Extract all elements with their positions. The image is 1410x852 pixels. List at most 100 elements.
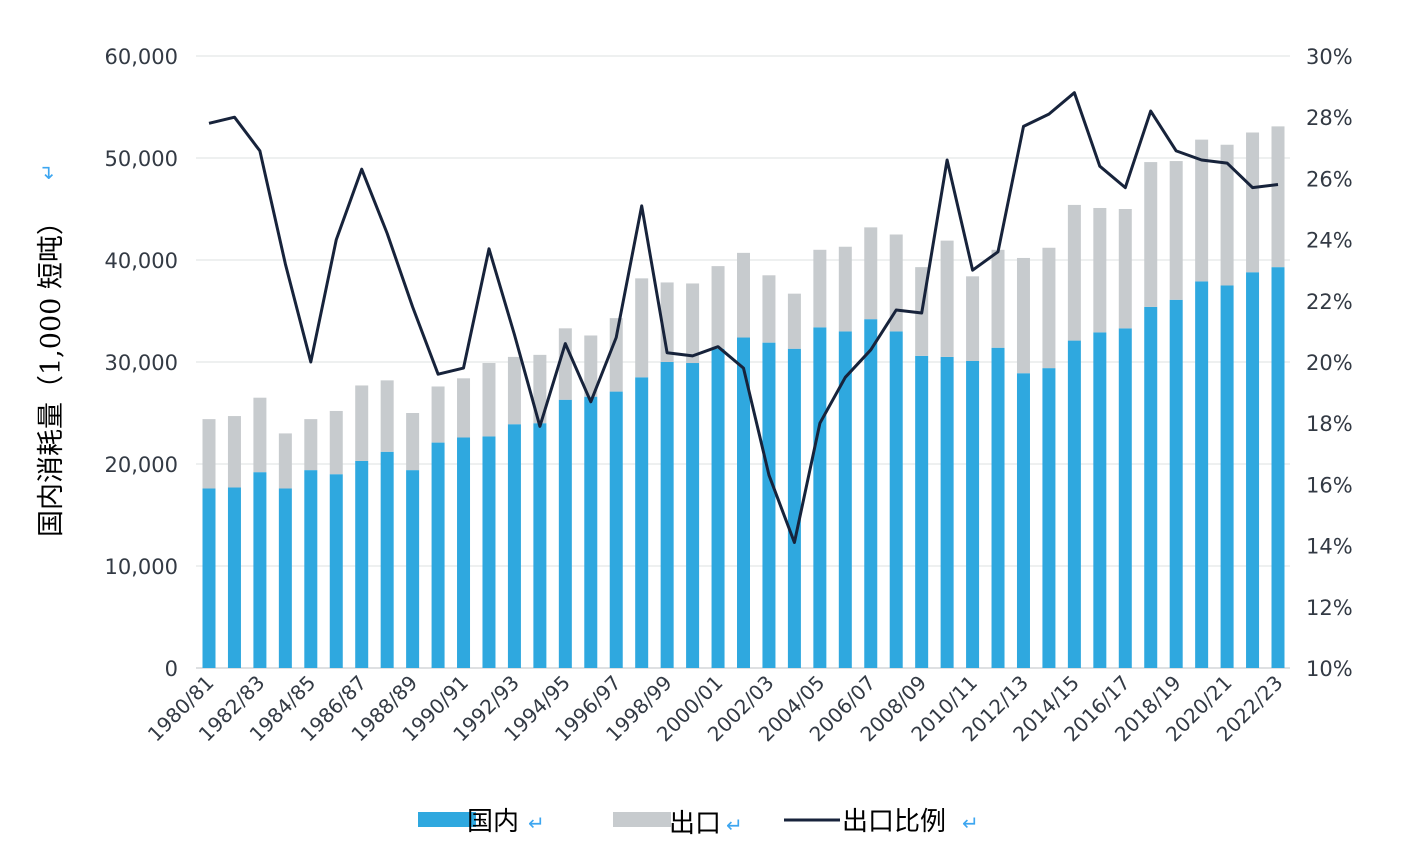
bar-export xyxy=(457,378,471,438)
bar-domestic xyxy=(431,442,445,668)
bar-domestic xyxy=(940,356,954,668)
bar-export xyxy=(838,246,852,332)
y2-tick-label: 18% xyxy=(1306,412,1353,436)
y2-tick-label: 26% xyxy=(1306,167,1353,191)
bar-domestic xyxy=(1042,368,1056,668)
bar-export xyxy=(737,252,750,338)
legend-label-export-ratio: 出口比例 xyxy=(842,807,946,837)
y-tick-label: 0 xyxy=(165,657,178,681)
bar-domestic xyxy=(380,451,394,668)
bar-domestic xyxy=(889,331,903,668)
bar-domestic xyxy=(991,347,1005,668)
bar-domestic xyxy=(813,327,827,668)
bar-export xyxy=(1067,204,1081,341)
bar-export xyxy=(380,380,394,452)
y-axis-label-return-mark: ↵ xyxy=(36,163,60,180)
y2-tick-label: 30% xyxy=(1306,45,1353,69)
x-axis-ticks: 1980/811982/831984/851986/871988/891990/… xyxy=(143,671,1288,747)
bar-export xyxy=(227,416,241,488)
bar-export xyxy=(304,419,318,471)
bar-export xyxy=(1042,247,1056,369)
bar-domestic xyxy=(329,474,343,668)
bar-export xyxy=(1220,144,1234,286)
bar-export xyxy=(1118,209,1132,329)
bar-domestic xyxy=(278,488,292,668)
bar-domestic xyxy=(737,337,750,668)
legend-swatch-domestic xyxy=(418,812,476,827)
bar-domestic xyxy=(966,360,980,668)
y2-tick-label: 16% xyxy=(1306,473,1353,497)
y2-tick-label: 20% xyxy=(1306,351,1353,375)
y2-tick-label: 10% xyxy=(1306,657,1353,681)
y-tick-label: 40,000 xyxy=(105,249,178,273)
bar-domestic xyxy=(1016,373,1030,668)
bar-domestic xyxy=(482,436,496,668)
bar-export xyxy=(711,266,725,349)
bar-export xyxy=(507,356,521,425)
right-axis-ticks: 10% 12% 14% 16% 18% 20% 22% 24% 26% 28% 30% xyxy=(1306,45,1353,681)
bar-domestic xyxy=(558,399,572,668)
bar-export xyxy=(940,240,954,357)
bar-domestic xyxy=(686,363,700,668)
bar-domestic xyxy=(762,342,776,668)
legend-label-domestic: 国内 xyxy=(467,807,519,837)
bar-series xyxy=(202,126,1285,668)
bar-domestic xyxy=(711,348,725,668)
legend-mark-export: ↵ xyxy=(726,813,743,837)
ratio-line xyxy=(208,91,1279,544)
bar-domestic xyxy=(584,396,598,668)
legend-swatch-export xyxy=(613,812,671,827)
bar-export xyxy=(431,386,445,443)
bar-export xyxy=(202,419,216,489)
bar-export xyxy=(813,249,827,328)
bar-export xyxy=(635,278,649,378)
bar-export xyxy=(1271,126,1285,268)
bar-export xyxy=(482,363,496,437)
bar-domestic xyxy=(406,470,420,668)
bar-domestic xyxy=(1220,285,1234,668)
bar-export xyxy=(1169,161,1183,300)
bar-export xyxy=(787,293,801,349)
bar-domestic xyxy=(457,437,471,668)
bar-domestic xyxy=(227,487,241,668)
legend-mark-export-ratio: ↵ xyxy=(962,811,979,835)
bar-domestic xyxy=(355,460,369,668)
bar-export xyxy=(584,335,598,397)
bar-domestic xyxy=(1093,332,1107,668)
bar-domestic xyxy=(253,472,267,668)
y2-tick-label: 12% xyxy=(1306,596,1353,620)
bar-domestic xyxy=(635,377,649,668)
bar-export xyxy=(1195,139,1209,282)
bar-domestic xyxy=(533,423,547,668)
bar-export xyxy=(864,227,878,320)
y-tick-label: 10,000 xyxy=(105,555,178,579)
bar-domestic xyxy=(1169,299,1183,668)
bar-export xyxy=(966,276,980,361)
bar-domestic xyxy=(609,391,623,668)
bar-domestic xyxy=(915,355,929,668)
legend-mark-domestic: ↵ xyxy=(528,811,545,835)
y-tick-label: 20,000 xyxy=(105,453,178,477)
bar-domestic xyxy=(507,424,521,668)
bar-export xyxy=(1093,207,1107,333)
left-axis-ticks: 0 10,000 20,000 30,000 40,000 50,000 60,000 xyxy=(105,45,178,681)
bar-domestic xyxy=(1271,267,1285,668)
bar-domestic xyxy=(1118,328,1132,668)
bar-export xyxy=(253,397,267,473)
bar-export xyxy=(889,234,903,332)
bar-domestic xyxy=(1246,272,1260,668)
legend-label-export: 出口 xyxy=(669,809,721,839)
bar-export xyxy=(406,413,420,471)
bar-export xyxy=(355,385,369,461)
bar-domestic xyxy=(304,470,318,668)
y2-tick-label: 24% xyxy=(1306,229,1353,253)
bar-export xyxy=(1144,162,1158,307)
y-axis-label: 国内消耗量（1,000 短吨） xyxy=(36,208,67,537)
bar-domestic xyxy=(660,362,674,668)
bar-export xyxy=(558,328,572,400)
y-tick-label: 60,000 xyxy=(105,45,178,69)
bar-export xyxy=(609,318,623,392)
bar-domestic xyxy=(864,319,878,668)
bar-domestic xyxy=(202,488,216,668)
